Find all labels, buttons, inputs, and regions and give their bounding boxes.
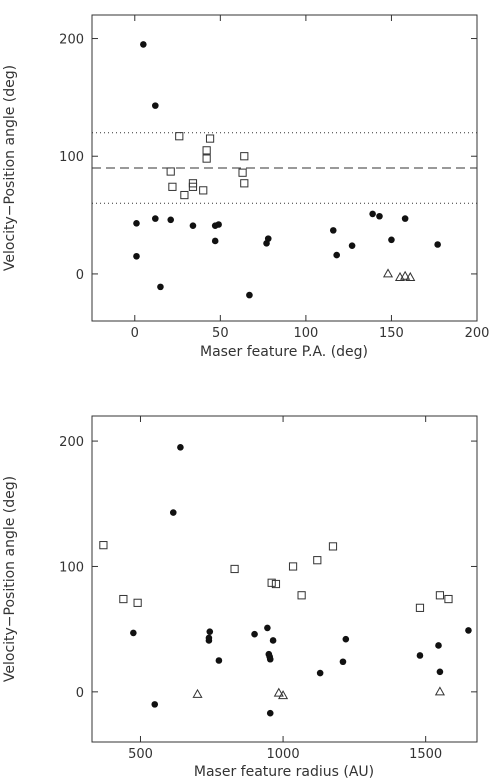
open-square-point	[328, 542, 338, 551]
y-axis-label: Velocity−Position angle (deg)	[2, 476, 18, 682]
open-square-point	[415, 603, 425, 612]
filled-circle-point	[251, 630, 258, 638]
open-square-point	[133, 598, 142, 607]
open-square-point	[202, 146, 211, 155]
ticks: 500 1000 1500 0 100 200	[59, 416, 477, 762]
open-square-point	[166, 167, 175, 176]
x-tick-label: 200	[465, 326, 490, 341]
filled-circle-point	[133, 252, 140, 260]
x-tick-label: 150	[379, 326, 404, 341]
filled-circle-point	[189, 222, 197, 229]
filled-circle-point	[266, 655, 274, 663]
open-square-point	[119, 594, 128, 604]
filled-circle-point	[465, 627, 472, 634]
filled-circle-point	[133, 220, 140, 227]
x-axis-label: Maser feature P.A. (deg)	[200, 344, 368, 360]
open-square-point	[240, 152, 249, 161]
reference-lines	[92, 132, 477, 204]
open-square-point	[297, 591, 306, 600]
open-triangle-point	[434, 686, 445, 696]
filled-circle-point	[246, 291, 253, 299]
filled-circle-point	[435, 642, 442, 649]
plot-frame	[91, 415, 478, 743]
open-square-point	[267, 578, 276, 587]
filled-circle-point	[152, 215, 159, 222]
open-square-point	[202, 154, 211, 163]
x-tick-label: 0	[131, 326, 139, 341]
open-triangle-point	[192, 688, 203, 698]
open-square-point	[238, 168, 247, 177]
open-square-point	[240, 179, 249, 188]
filled-circle-point	[434, 241, 441, 248]
filled-circle-point	[388, 236, 395, 244]
x-axis-label: Maser feature radius (AU)	[194, 764, 374, 780]
open-square-point	[313, 556, 322, 565]
data-points	[99, 444, 472, 717]
filled-circle-point	[151, 701, 159, 708]
open-square-point	[188, 179, 198, 188]
open-square-point	[271, 579, 281, 589]
filled-circle-point	[369, 210, 376, 218]
filled-circle-point	[215, 657, 223, 664]
filled-circle-point	[342, 635, 350, 643]
open-square-point	[205, 134, 215, 143]
y-tick-label: 0	[76, 268, 84, 283]
y-tick-label: 0	[76, 686, 84, 701]
filled-circle-point	[152, 102, 159, 109]
x-tick-label: 1500	[409, 747, 442, 762]
open-square-point	[168, 182, 177, 191]
y-tick-label: 200	[59, 33, 84, 48]
filled-circle-point	[157, 283, 164, 291]
x-tick-label: 1000	[267, 747, 300, 762]
filled-circle-point	[329, 227, 337, 234]
open-triangle-point	[278, 690, 289, 700]
radius-scatter-panel: 500 1000 1500 0 100 200 Maser feature radius …	[2, 415, 478, 780]
x-tick-label: 500	[128, 747, 153, 762]
y-tick-label: 200	[59, 435, 84, 450]
open-triangle-point	[400, 270, 411, 280]
open-square-point	[199, 186, 208, 195]
filled-circle-point	[169, 509, 177, 516]
filled-circle-point	[264, 624, 271, 632]
filled-circle-point	[215, 221, 222, 228]
filled-circle-point	[348, 242, 356, 249]
filled-circle-point	[269, 637, 277, 644]
filled-circle-point	[333, 251, 340, 259]
y-tick-label: 100	[59, 150, 84, 165]
pa-scatter-panel: 0 50 100 150 200 0 100 200 Maser feature P.A. (…	[2, 14, 489, 360]
filled-circle-point	[130, 629, 137, 637]
ticks: 0 50 100 150 200 0 100 200	[59, 15, 489, 341]
filled-circle-point	[140, 41, 147, 48]
x-tick-label: 50	[212, 326, 229, 341]
filled-circle-point	[205, 634, 213, 642]
open-triangle-point	[273, 687, 284, 697]
open-triangle-point	[405, 271, 416, 281]
open-square-point	[288, 562, 298, 571]
open-square-point	[99, 541, 108, 550]
filled-circle-point	[264, 235, 272, 242]
filled-circle-point	[316, 669, 324, 677]
open-triangle-point	[382, 268, 394, 278]
filled-circle-point	[436, 668, 444, 676]
y-tick-label: 100	[59, 560, 84, 575]
y-axis-label: Velocity−Position angle (deg)	[2, 65, 18, 271]
filled-circle-point	[401, 215, 409, 222]
filled-circle-point	[167, 216, 175, 224]
open-square-point	[435, 591, 445, 600]
open-square-point	[175, 132, 184, 141]
filled-circle-point	[177, 444, 184, 451]
data-points	[133, 41, 441, 299]
x-tick-label: 100	[293, 326, 318, 341]
open-square-point	[230, 564, 239, 574]
filled-circle-point	[339, 658, 347, 666]
filled-circle-point	[416, 652, 424, 659]
filled-circle-point	[376, 212, 383, 220]
filled-circle-point	[266, 709, 274, 717]
open-square-point	[180, 190, 189, 200]
filled-circle-point	[206, 628, 214, 635]
filled-circle-point	[211, 237, 219, 245]
open-square-point	[444, 594, 453, 604]
